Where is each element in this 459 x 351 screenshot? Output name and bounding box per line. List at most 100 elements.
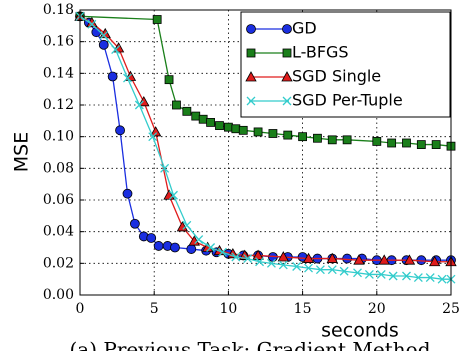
point (364, 269, 374, 279)
point (134, 100, 144, 110)
point (160, 163, 170, 173)
y-tick-label: 0.04 (43, 224, 74, 240)
point (353, 254, 365, 265)
point (278, 260, 288, 270)
point (198, 114, 208, 124)
point (342, 135, 352, 145)
point (191, 111, 201, 121)
point (231, 252, 241, 262)
point (387, 138, 397, 148)
point (215, 121, 224, 130)
point (376, 269, 386, 279)
point (153, 241, 164, 251)
point (326, 252, 338, 263)
point (315, 265, 325, 275)
x-tick-label: 5 (150, 301, 159, 317)
point (146, 233, 157, 243)
point (292, 262, 302, 271)
point (218, 247, 227, 257)
point (327, 135, 337, 145)
point (238, 125, 248, 135)
point (194, 235, 204, 245)
point (255, 257, 265, 267)
point (186, 244, 197, 254)
point (130, 218, 140, 229)
point (169, 190, 178, 200)
point (304, 263, 313, 273)
y-tick-label: 0.12 (43, 97, 74, 113)
legend-label: GD (292, 19, 317, 38)
y-tick-label: 0.18 (43, 2, 74, 18)
point (281, 71, 293, 82)
point (246, 24, 256, 34)
point (282, 24, 292, 34)
point (266, 258, 276, 268)
point (246, 48, 256, 58)
point (402, 138, 411, 148)
y-tick-label: 0.10 (43, 129, 74, 145)
point (231, 124, 241, 134)
legend-label: SGD Per-Tuple (292, 91, 403, 110)
point (353, 268, 362, 278)
y-tick-label: 0.02 (43, 255, 74, 271)
y-axis-label: MSE (11, 132, 33, 172)
point (123, 73, 132, 83)
point (99, 30, 109, 40)
point (268, 129, 278, 138)
point (122, 188, 133, 199)
point (313, 133, 322, 143)
point (115, 125, 125, 136)
point (282, 96, 292, 106)
x-tick-label: 15 (294, 301, 312, 317)
point (342, 253, 353, 264)
point (245, 71, 257, 82)
point (150, 126, 162, 137)
point (107, 71, 118, 82)
point (182, 106, 192, 116)
series-line (79, 15, 451, 280)
point (428, 255, 441, 267)
point (388, 271, 398, 281)
point (164, 75, 174, 85)
point (246, 96, 256, 106)
point (372, 137, 382, 146)
x-tick-label: 25 (442, 301, 459, 317)
point (243, 254, 253, 264)
legend-label: L-BFGS (292, 43, 349, 62)
point (416, 140, 426, 149)
y-tick-label: 0.14 (43, 65, 74, 81)
point (431, 140, 441, 149)
point (170, 242, 180, 253)
point (206, 118, 215, 127)
y-tick-label: 0.00 (43, 287, 74, 303)
point (87, 19, 97, 29)
point (378, 254, 390, 265)
point (98, 39, 109, 50)
point (148, 132, 158, 142)
point (283, 130, 293, 140)
point (327, 265, 337, 275)
point (402, 271, 411, 281)
point (277, 251, 289, 262)
point (425, 273, 435, 283)
x-tick-label: 10 (219, 301, 237, 317)
y-tick-label: 0.06 (43, 192, 74, 208)
x-tick-label: 20 (368, 301, 386, 317)
legend-label: SGD Single (292, 67, 381, 86)
y-tick-label: 0.08 (43, 160, 74, 176)
point (253, 127, 263, 137)
point (206, 243, 216, 252)
point (282, 48, 292, 58)
point (403, 254, 416, 265)
point (152, 15, 162, 24)
y-tick-label: 0.16 (43, 34, 74, 50)
point (298, 132, 308, 142)
x-axis-label: seconds (321, 320, 399, 342)
point (302, 252, 315, 263)
point (437, 274, 447, 284)
plot-frame (79, 9, 452, 296)
point (223, 122, 233, 132)
caption: (a) Previous Task: Gradient Method (69, 338, 430, 351)
point (339, 266, 349, 276)
